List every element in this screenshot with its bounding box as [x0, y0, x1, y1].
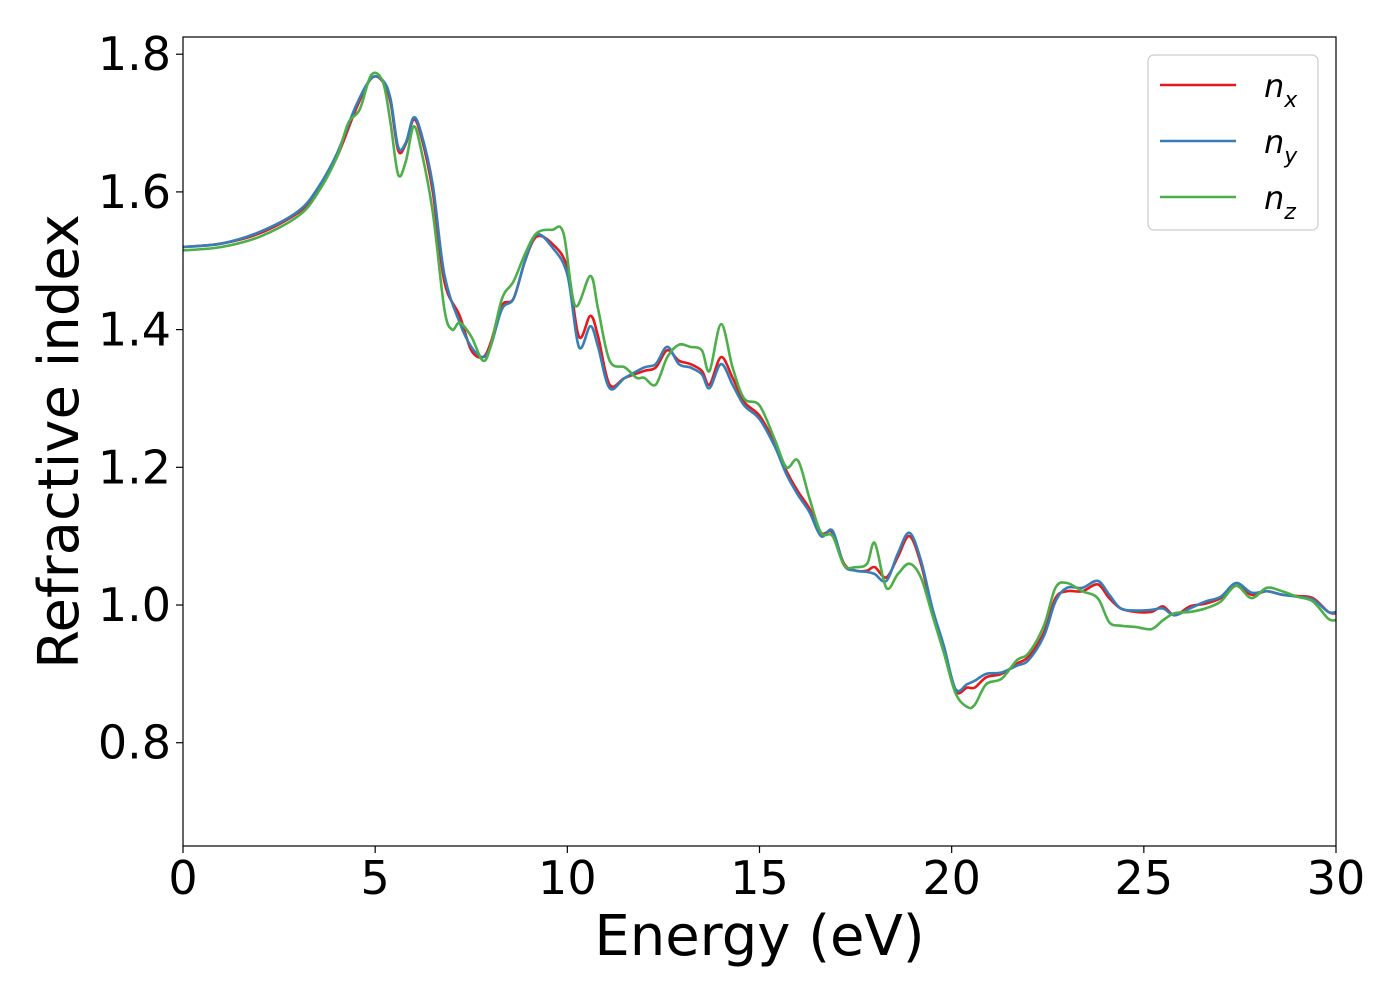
x-tick-label: 20: [922, 851, 981, 905]
legend-label: ny: [1264, 123, 1298, 169]
legend-label: nz: [1264, 179, 1296, 225]
legend-label-subscript: z: [1283, 200, 1296, 225]
series-layer: [183, 71, 1336, 710]
x-tick-label: 30: [1307, 851, 1366, 905]
y-tick-label: 1.8: [98, 27, 171, 81]
legend-label: nx: [1264, 67, 1298, 113]
x-axis: 0 5 10 15 20 25 30: [168, 846, 1365, 905]
y-axis: 0.8 1.0 1.2 1.4 1.6 1.8: [98, 27, 183, 770]
y-axis-title: Refractive index: [27, 214, 92, 669]
x-tick-label: 25: [1115, 851, 1174, 905]
y-tick-label: 1.0: [98, 578, 171, 632]
legend-label-base: n: [1264, 123, 1284, 161]
x-tick-label: 10: [538, 851, 597, 905]
x-tick-label: 5: [361, 851, 390, 905]
series-line-n-y: [183, 74, 1336, 693]
y-tick-label: 1.2: [98, 440, 171, 494]
x-tick-label: 0: [168, 851, 197, 905]
x-axis-title: Energy (eV): [594, 904, 924, 969]
legend-label-base: n: [1264, 179, 1284, 217]
legend-label-base: n: [1264, 67, 1284, 105]
y-tick-label: 1.4: [98, 303, 171, 357]
y-tick-label: 0.8: [98, 716, 171, 770]
legend-label-subscript: y: [1283, 144, 1298, 169]
series-line-n-z: [183, 71, 1336, 710]
x-tick-label: 15: [730, 851, 789, 905]
legend-box: [1147, 54, 1319, 231]
legend-label-subscript: x: [1283, 88, 1298, 113]
y-tick-label: 1.6: [98, 165, 171, 219]
